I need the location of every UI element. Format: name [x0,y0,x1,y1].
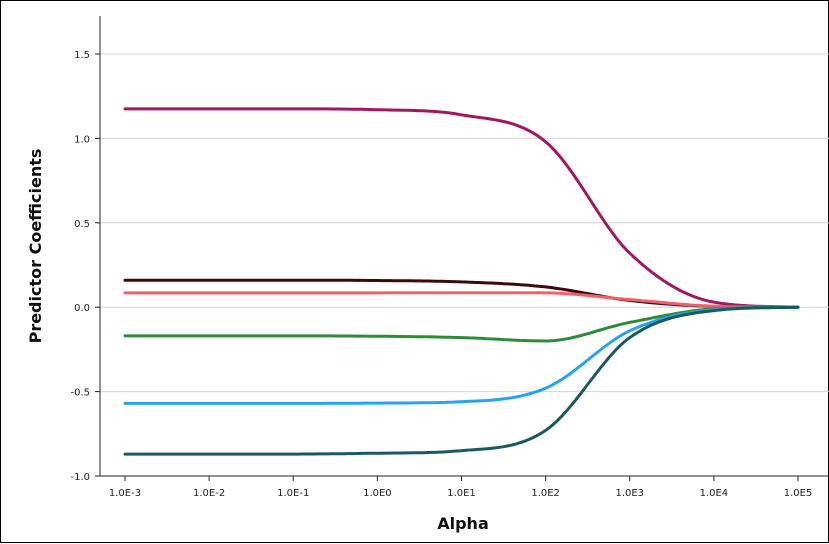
y-tick-label: 0.0 [74,303,90,314]
y-tick-label: 1.5 [74,50,90,61]
x-axis-title: Alpha [437,514,489,533]
x-tick-label: 1.0E-3 [109,488,141,499]
series-line-4 [123,305,800,343]
x-tick-label: 1.0E3 [615,488,644,499]
y-tick-label: -1.0 [70,472,90,483]
y-axis-ticks: 1.5 1.0 0.5 0.0 -0.5 -1.0 [70,50,100,483]
gridlines [100,53,829,393]
x-tick-label: 1.0E4 [700,488,729,499]
y-axis-title: Predictor Coefficients [26,149,45,344]
x-tick-label: 1.0E0 [363,488,392,499]
series-line-5 [123,305,800,405]
series-line-6 [123,305,800,456]
series-lines [123,107,800,456]
x-tick-label: 1.0E2 [531,488,560,499]
series-line-3 [123,291,800,309]
y-tick-label: 1.0 [74,134,90,145]
series-line-1 [123,107,800,309]
x-tick-label: 1.0E5 [784,488,813,499]
y-tick-label: 0.5 [74,219,90,230]
y-tick-label: -0.5 [70,388,90,399]
x-axis-ticks: 1.0E-3 1.0E-2 1.0E-1 1.0E0 1.0E1 1.0E2 1.0E3 1.… [109,476,812,499]
x-tick-label: 1.0E-1 [277,488,309,499]
x-tick-label: 1.0E1 [447,488,476,499]
x-tick-label: 1.0E-2 [193,488,225,499]
